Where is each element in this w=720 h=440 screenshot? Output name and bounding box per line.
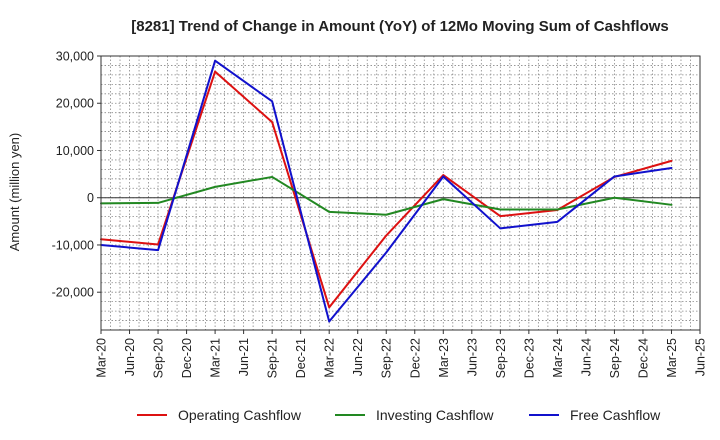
y-tick-label: 10,000 [56,144,94,158]
y-tick-label: 20,000 [56,97,94,111]
x-tick-label: Mar-21 [209,338,223,378]
x-tick-label: Dec-23 [522,338,536,378]
y-tick-label: 30,000 [56,50,94,64]
x-tick-label: Sep-21 [266,338,280,378]
x-tick-label: Dec-24 [636,338,650,378]
series-line-operating-cashflow [100,70,673,309]
x-tick-label: Mar-22 [323,338,337,378]
series-layer [100,59,673,323]
x-tick-label: Dec-20 [180,338,194,378]
legend-label: Free Cashflow [570,407,661,423]
plot-frame [100,55,701,331]
x-tick-label: Jun-24 [579,338,593,376]
x-tick-label: Mar-25 [665,338,679,378]
x-tick-label: Sep-20 [152,338,166,378]
y-tick-label: 0 [87,191,94,205]
y-tick-label: -20,000 [52,286,94,300]
x-tick-label: Dec-22 [408,338,422,378]
x-tick-label: Sep-24 [608,338,622,378]
series-line-free-cashflow [100,59,673,323]
x-tick-label: Sep-22 [380,338,394,378]
x-tick-label: Jun-21 [237,338,251,376]
y-tick-label: -10,000 [52,238,94,252]
x-tick-label: Mar-23 [437,338,451,378]
x-tick-labels: Mar-20 Jun-20 Sep-20 Dec-20 Mar-21 Jun-21 Sep-… [95,330,708,378]
legend: Operating Cashflow Investing Cashflow Free… [137,407,661,423]
x-tick-label: Dec-21 [294,338,308,378]
y-axis-label: Amount (million yen) [7,133,22,252]
x-tick-label: Sep-23 [494,338,508,378]
x-tick-label: Jun-22 [351,338,365,376]
y-tick-labels: 30,000 20,000 10,000 0 -10,000 -20,000 [52,50,101,300]
x-tick-label: Jun-23 [465,338,479,376]
legend-label: Operating Cashflow [178,407,302,423]
x-tick-label: Mar-24 [551,338,565,378]
chart-title: [8281] Trend of Change in Amount (YoY) o… [131,18,669,35]
x-tick-label: Mar-20 [95,338,109,378]
legend-label: Investing Cashflow [376,407,494,423]
x-tick-label: Jun-25 [694,338,708,376]
x-tick-label: Jun-20 [123,338,137,376]
